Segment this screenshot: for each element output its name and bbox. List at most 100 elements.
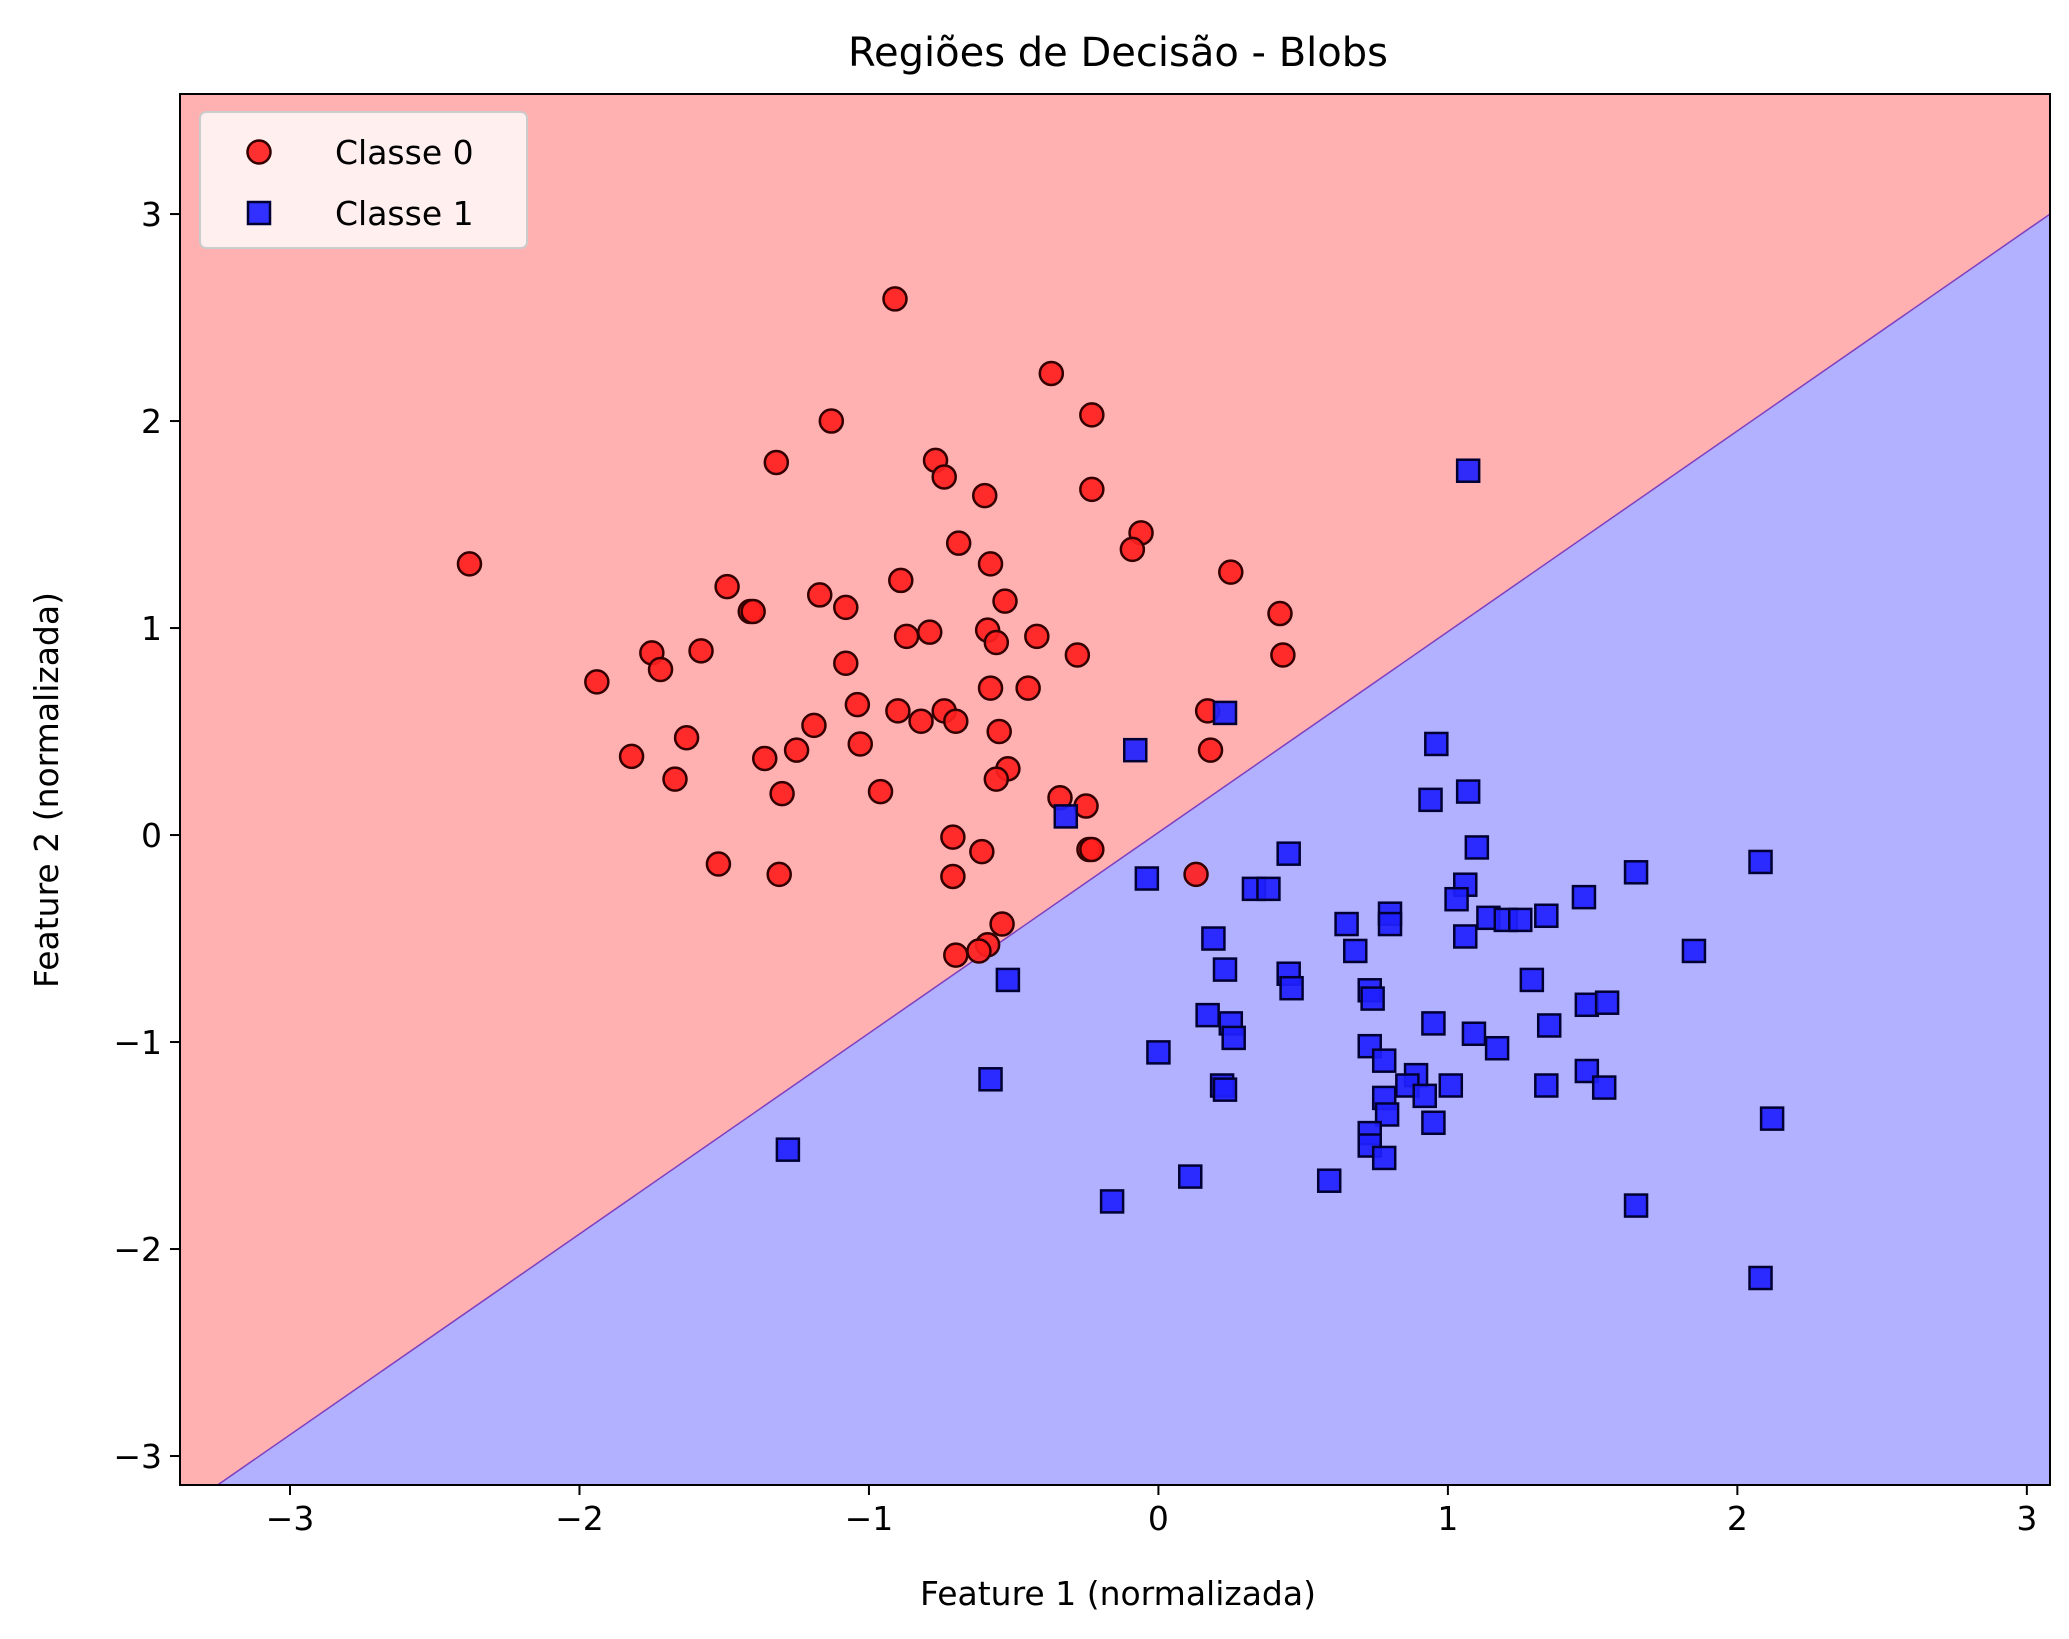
- data-point: [1519, 967, 1545, 993]
- data-point: [740, 598, 766, 625]
- data-point: [1594, 990, 1620, 1015]
- data-point: [1195, 1002, 1220, 1028]
- data-point: [1623, 860, 1649, 885]
- data-point: [801, 712, 827, 739]
- data-point: [1038, 360, 1065, 387]
- y-tick-label: −3: [113, 1437, 162, 1476]
- data-point: [1424, 731, 1449, 757]
- data-point: [847, 731, 874, 757]
- data-point: [1197, 737, 1224, 763]
- data-point: [1218, 559, 1244, 585]
- data-point: [978, 1067, 1003, 1092]
- data-point: [618, 743, 645, 770]
- data-point: [1418, 787, 1443, 813]
- x-tick-label: −2: [555, 1499, 604, 1538]
- data-point: [1534, 903, 1559, 929]
- x-tick-label: 2: [1727, 1499, 1748, 1538]
- data-point: [1508, 907, 1533, 933]
- region-classe-0: [180, 94, 2050, 1485]
- data-point: [769, 780, 795, 807]
- x-tick-label: −3: [266, 1499, 315, 1538]
- data-point: [983, 629, 1010, 656]
- data-point: [1574, 992, 1600, 1018]
- data-point: [751, 745, 778, 772]
- legend-label: Classe 0: [335, 133, 474, 172]
- data-point: [1276, 841, 1301, 866]
- data-point: [1334, 911, 1359, 937]
- data-point: [1371, 1048, 1397, 1073]
- x-tick-label: −1: [845, 1499, 894, 1538]
- data-point: [1123, 737, 1148, 763]
- data-point: [1079, 836, 1105, 863]
- x-tick-label: 3: [2016, 1499, 2037, 1538]
- data-point: [977, 675, 1004, 701]
- data-point: [1453, 924, 1478, 949]
- data-point: [916, 619, 943, 645]
- data-point: [989, 911, 1015, 937]
- axis-ticks: −3 −2 −1 0 1 2 3 −3 −2 −1 0 1 2 3: [113, 195, 2037, 1538]
- x-tick-label: 0: [1148, 1499, 1169, 1538]
- data-point: [1464, 835, 1490, 860]
- data-point: [705, 851, 732, 877]
- scatter-points: [456, 286, 1785, 1291]
- region-classe-1: [180, 214, 2050, 1485]
- y-tick-label: 2: [141, 402, 162, 441]
- data-point: [943, 708, 969, 734]
- data-point: [1099, 1189, 1125, 1214]
- data-point: [992, 588, 1018, 614]
- y-tick-label: 3: [141, 195, 162, 234]
- data-point: [1119, 536, 1146, 563]
- data-point: [1015, 675, 1041, 701]
- data-point: [456, 551, 483, 577]
- series-classe-1: [775, 458, 1785, 1291]
- data-point: [1571, 884, 1597, 910]
- data-point: [1536, 1013, 1562, 1038]
- data-point: [908, 708, 934, 734]
- y-tick-label: −2: [113, 1230, 162, 1269]
- data-point: [714, 573, 740, 600]
- data-point: [1374, 1102, 1400, 1127]
- data-point: [943, 942, 969, 968]
- legend-marker-circle: [246, 139, 272, 165]
- data-point: [1371, 1145, 1397, 1171]
- data-point: [1212, 1077, 1238, 1102]
- data-point: [1053, 804, 1079, 829]
- data-point: [818, 408, 845, 434]
- data-point: [1681, 938, 1707, 964]
- plot-frame: [179, 93, 2051, 1486]
- data-point: [1421, 1011, 1446, 1036]
- data-point: [1534, 1073, 1559, 1098]
- y-axis-label: Feature 2 (normalizada): [27, 592, 66, 988]
- data-point: [662, 766, 688, 792]
- data-point: [1444, 886, 1469, 912]
- data-point: [1024, 623, 1050, 650]
- data-point: [995, 967, 1021, 993]
- data-point: [1377, 911, 1403, 937]
- data-point: [1267, 600, 1293, 627]
- data-point: [1421, 1110, 1446, 1136]
- data-point: [1438, 1073, 1464, 1098]
- series-classe-0: [456, 286, 1296, 968]
- data-point: [1316, 1168, 1342, 1193]
- data-point: [833, 650, 859, 676]
- data-point: [1343, 938, 1368, 964]
- data-point: [1079, 476, 1105, 503]
- data-point: [1461, 1021, 1487, 1047]
- data-point: [1212, 700, 1238, 726]
- data-point: [940, 824, 966, 850]
- x-axis-label: Feature 1 (normalizada): [920, 1574, 1316, 1613]
- data-point: [888, 567, 914, 594]
- data-point: [1183, 861, 1209, 888]
- data-point: [1623, 1193, 1649, 1218]
- data-point: [882, 286, 908, 312]
- data-point: [1201, 926, 1226, 951]
- decision-regions: [180, 94, 2050, 1485]
- data-point: [1178, 1164, 1203, 1189]
- data-point: [867, 778, 894, 805]
- data-point: [844, 691, 871, 718]
- data-point: [1455, 458, 1481, 483]
- legend: Classe 0 Classe 1: [199, 111, 528, 249]
- data-point: [986, 718, 1012, 745]
- data-point: [1279, 975, 1304, 1001]
